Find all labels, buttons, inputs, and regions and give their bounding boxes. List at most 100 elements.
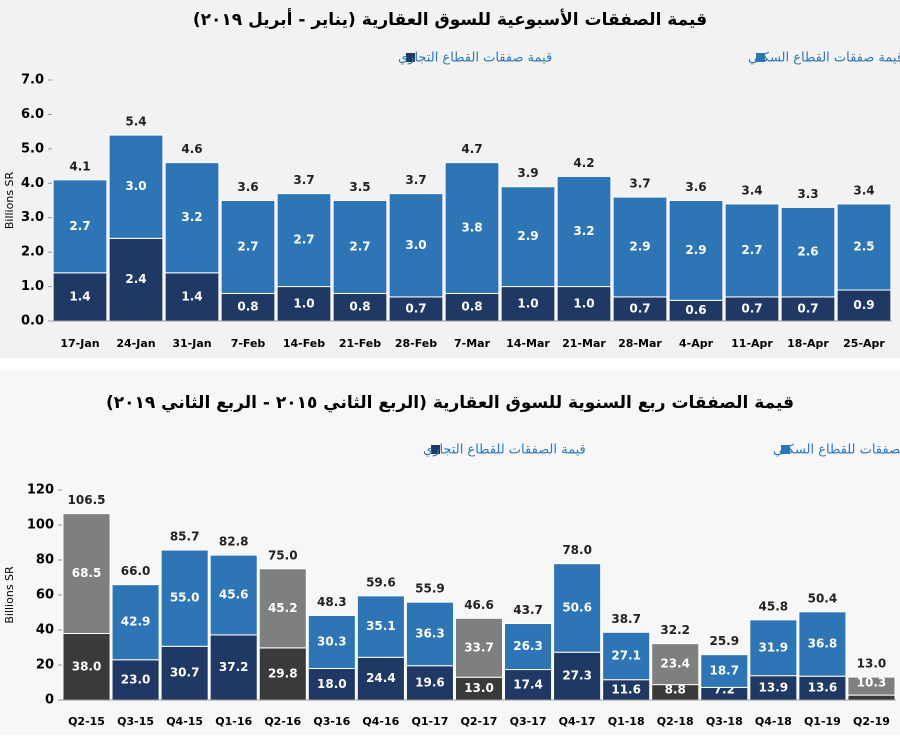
total-label: 3.4	[741, 183, 762, 197]
legend-label: قيمة الصفقات للقطاع السكني	[773, 443, 900, 458]
legend-label: قيمة صفقات القطاع السكني	[748, 51, 900, 66]
bar-segment	[209, 554, 258, 636]
bar-segment	[612, 196, 668, 298]
value-label: 1.4	[69, 289, 90, 303]
value-label: 27.3	[562, 669, 592, 683]
value-label: 0.7	[405, 301, 426, 315]
bar-segment	[724, 203, 780, 298]
bar-segment	[836, 203, 892, 291]
total-label: 3.5	[349, 180, 370, 194]
bar-segment	[556, 175, 612, 288]
value-label: 23.4	[660, 657, 690, 671]
legend-marker	[781, 445, 790, 454]
total-label: 4.2	[573, 156, 594, 170]
bar-segment	[332, 200, 388, 294]
bar-segment	[700, 654, 749, 688]
value-label: 2.9	[629, 239, 650, 253]
value-label: 17.4	[513, 677, 543, 691]
x-tick-label: 28-Feb	[395, 337, 437, 350]
legend-marker	[406, 53, 415, 62]
y-tick-label: 3.0	[21, 210, 44, 225]
x-tick-label: Q4-15	[166, 715, 203, 728]
x-tick-label: 7-Feb	[231, 337, 266, 350]
value-label: 3.0	[405, 238, 426, 252]
value-label: 1.0	[517, 296, 538, 310]
x-tick-label: Q4-18	[755, 715, 792, 728]
total-label: 3.4	[853, 183, 874, 197]
value-label: 19.6	[415, 675, 445, 689]
value-label: 35.1	[366, 619, 396, 633]
x-tick-label: 7-Mar	[454, 337, 491, 350]
y-tick-label: 0	[45, 693, 54, 708]
bar-segment	[276, 286, 332, 322]
bar-segment	[108, 237, 164, 322]
y-tick-label: 5.0	[21, 141, 44, 156]
x-tick-label: 25-Apr	[843, 337, 885, 350]
total-label: 3.6	[237, 180, 258, 194]
y-tick-label: 1.0	[21, 279, 44, 294]
bar-segment	[332, 292, 388, 322]
total-label: 66.0	[121, 564, 151, 578]
value-label: 27.1	[611, 648, 641, 662]
x-tick-label: Q2-18	[657, 715, 694, 728]
bar-segment	[504, 623, 553, 671]
total-label: 50.4	[808, 591, 838, 605]
bar-segment	[388, 193, 444, 298]
value-label: 2.7	[349, 239, 370, 253]
total-label: 4.7	[461, 142, 482, 156]
bar-segment	[356, 656, 405, 701]
total-label: 59.6	[366, 575, 396, 589]
value-label: 8.8	[665, 683, 686, 697]
bar-segment	[780, 206, 836, 298]
bar-segment	[220, 200, 276, 294]
bar-segment	[160, 549, 209, 647]
total-label: 3.6	[685, 180, 706, 194]
value-label: 36.8	[808, 637, 838, 651]
y-axis-label: Billions SR	[3, 171, 16, 229]
y-tick-label: 2.0	[21, 245, 44, 260]
bar-segment	[111, 584, 160, 661]
bar-segment	[164, 162, 220, 274]
bar-segment	[612, 296, 668, 322]
value-label: 30.7	[170, 666, 200, 680]
bar-segment	[602, 631, 651, 681]
value-label: 13.6	[808, 681, 838, 695]
bar-segment	[307, 614, 356, 669]
x-tick-label: 18-Apr	[787, 337, 829, 350]
x-tick-label: Q3-18	[706, 715, 743, 728]
x-tick-label: Q4-17	[559, 715, 596, 728]
x-tick-label: 21-Mar	[562, 337, 606, 350]
value-label: 50.6	[562, 600, 592, 614]
total-label: 45.8	[759, 599, 789, 613]
x-tick-label: Q1-18	[608, 715, 645, 728]
bar-segment	[500, 186, 556, 288]
y-tick-label: 40	[36, 623, 54, 638]
value-label: 37.2	[219, 660, 249, 674]
total-label: 3.7	[629, 177, 650, 191]
value-label: 36.3	[415, 626, 445, 640]
total-label: 4.6	[181, 142, 202, 156]
value-label: 2.4	[125, 272, 146, 286]
value-label: 26.3	[513, 639, 543, 653]
value-label: 0.8	[349, 300, 370, 314]
total-label: 85.7	[170, 530, 200, 544]
x-tick-label: Q3-15	[117, 715, 154, 728]
value-label: 3.2	[181, 210, 202, 224]
bar-segment	[444, 162, 500, 294]
x-tick-label: Q2-19	[853, 715, 890, 728]
value-label: 2.6	[797, 245, 818, 259]
value-label: 33.7	[464, 640, 494, 654]
value-label: 2.5	[853, 239, 874, 253]
value-label: 23.0	[121, 672, 151, 686]
bar-segment	[388, 296, 444, 322]
bar-segment	[780, 296, 836, 322]
total-label: 25.9	[709, 634, 739, 648]
total-label: 5.4	[125, 115, 146, 129]
total-label: 3.7	[405, 173, 426, 187]
value-label: 29.8	[268, 666, 298, 680]
value-label: 10.3	[857, 676, 887, 690]
total-label: 4.1	[69, 159, 90, 173]
value-label: 38.0	[72, 659, 102, 673]
value-label: 2.7	[69, 219, 90, 233]
bar-segment	[553, 651, 602, 701]
